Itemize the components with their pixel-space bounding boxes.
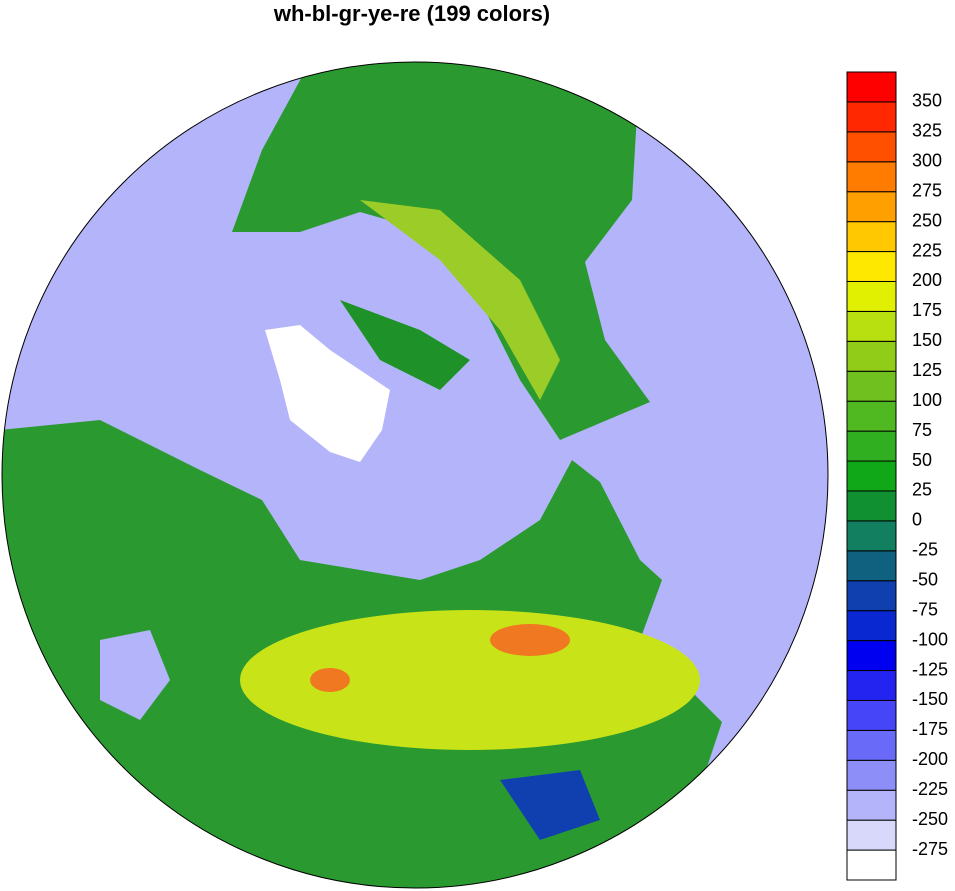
colorbar-label: -275 [912, 839, 948, 859]
colorbar-label: -150 [912, 689, 948, 709]
colorbar-box [846, 819, 897, 851]
archipelago [340, 300, 470, 390]
colorbar-label: 125 [912, 360, 942, 380]
colorbar-label: 50 [912, 450, 932, 470]
colorbar-label: 100 [912, 390, 942, 410]
greenland [265, 325, 390, 462]
colorbar-box [846, 520, 897, 552]
hudson-bay [360, 220, 425, 290]
colorbar-label: 75 [912, 420, 932, 440]
colorbar-box [846, 430, 897, 462]
map-border [1, 61, 829, 889]
colorbar-label: 275 [912, 180, 942, 200]
inland-sea [100, 630, 170, 720]
colorbar-label: 175 [912, 300, 942, 320]
colorbar-box [846, 161, 897, 193]
colorbar-label: -75 [912, 599, 938, 619]
plateau-west [310, 668, 350, 692]
colorbar-label: 0 [912, 510, 922, 530]
colorbar-box [846, 580, 897, 612]
colorbar-box [846, 759, 897, 791]
colorbar-label: 350 [912, 91, 942, 111]
colorbar-box [846, 729, 897, 761]
colorbar-box [846, 310, 897, 342]
colorbar-box [846, 400, 897, 432]
colorbar-box [846, 490, 897, 522]
lowland [500, 770, 600, 840]
colorbar-label: -200 [912, 749, 948, 769]
map [2, 62, 828, 888]
title: wh-bl-gr-ye-re (199 colors) [273, 1, 550, 26]
colorbar-box [846, 131, 897, 163]
colorbar-box [846, 221, 897, 253]
rockies [360, 200, 560, 400]
colorbar-label: 325 [912, 121, 942, 141]
colorbar-label: 200 [912, 270, 942, 290]
colorbar-label: 300 [912, 151, 942, 171]
colorbar-label: -250 [912, 809, 948, 829]
colorbar-box [846, 849, 897, 881]
colorbar-box [846, 670, 897, 701]
colorbar-box [846, 340, 897, 372]
colorbar-box [846, 640, 897, 672]
highlands [240, 610, 700, 750]
colorbar-box [846, 71, 897, 103]
colorbar-label: 150 [912, 330, 942, 350]
colorbar-box [846, 251, 897, 282]
plateau-east [490, 624, 570, 656]
colorbar-box [846, 191, 897, 223]
colorbar-box [846, 280, 897, 312]
colorbar-box [846, 101, 897, 133]
colorbar-label: -125 [912, 659, 948, 679]
colorbar-box [846, 460, 897, 492]
colorbar: -275-250-225-200-175-150-125-100-75-50-2… [846, 71, 948, 881]
colorbar-box [846, 610, 897, 642]
colorbar-box [846, 699, 897, 731]
colorbar-label: -225 [912, 779, 948, 799]
colorbar-box [846, 789, 897, 821]
colorbar-label: 25 [912, 480, 932, 500]
colorbar-label: -175 [912, 719, 948, 739]
colorbar-label: 250 [912, 210, 942, 230]
colorbar-label: -25 [912, 540, 938, 560]
colorbar-box [846, 370, 897, 402]
colorbar-label: 225 [912, 240, 942, 260]
colorbar-label: -100 [912, 629, 948, 649]
colorbar-box [846, 550, 897, 582]
colorbar-label: -50 [912, 569, 938, 589]
